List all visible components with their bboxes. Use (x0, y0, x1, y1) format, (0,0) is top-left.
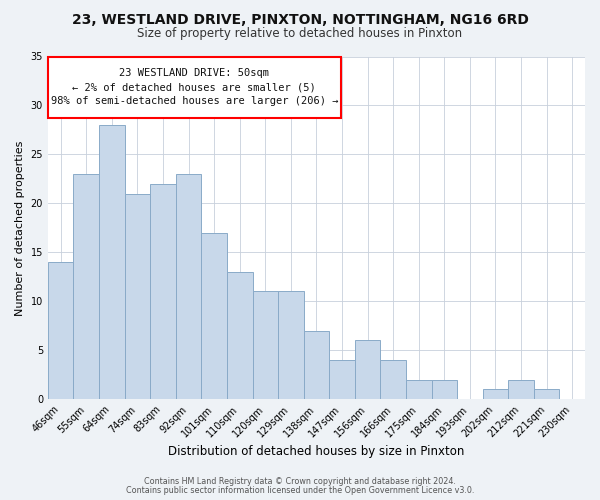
Bar (99, 125, 125, 399)
Bar (304, 330, 329, 399)
Text: 23 WESTLAND DRIVE: 50sqm
← 2% of detached houses are smaller (5)
98% of semi-det: 23 WESTLAND DRIVE: 50sqm ← 2% of detache… (50, 68, 338, 106)
Bar (431, 380, 457, 399)
Bar (482, 390, 508, 399)
Bar (253, 292, 278, 399)
Bar (508, 380, 534, 399)
Bar (227, 272, 253, 399)
Text: Size of property relative to detached houses in Pinxton: Size of property relative to detached ho… (137, 28, 463, 40)
Bar (355, 340, 380, 399)
Text: Contains public sector information licensed under the Open Government Licence v3: Contains public sector information licen… (126, 486, 474, 495)
Bar (176, 174, 202, 399)
Text: 23, WESTLAND DRIVE, PINXTON, NOTTINGHAM, NG16 6RD: 23, WESTLAND DRIVE, PINXTON, NOTTINGHAM,… (71, 12, 529, 26)
Bar (278, 292, 304, 399)
Bar (73, 174, 99, 399)
FancyBboxPatch shape (48, 56, 341, 118)
Text: Contains HM Land Registry data © Crown copyright and database right 2024.: Contains HM Land Registry data © Crown c… (144, 477, 456, 486)
X-axis label: Distribution of detached houses by size in Pinxton: Distribution of detached houses by size … (168, 444, 464, 458)
Bar (380, 360, 406, 399)
Bar (150, 184, 176, 399)
Y-axis label: Number of detached properties: Number of detached properties (15, 140, 25, 316)
Bar (48, 262, 73, 399)
Bar (534, 390, 559, 399)
Bar (406, 380, 431, 399)
Bar (329, 360, 355, 399)
Bar (202, 232, 227, 399)
Bar (125, 194, 150, 399)
